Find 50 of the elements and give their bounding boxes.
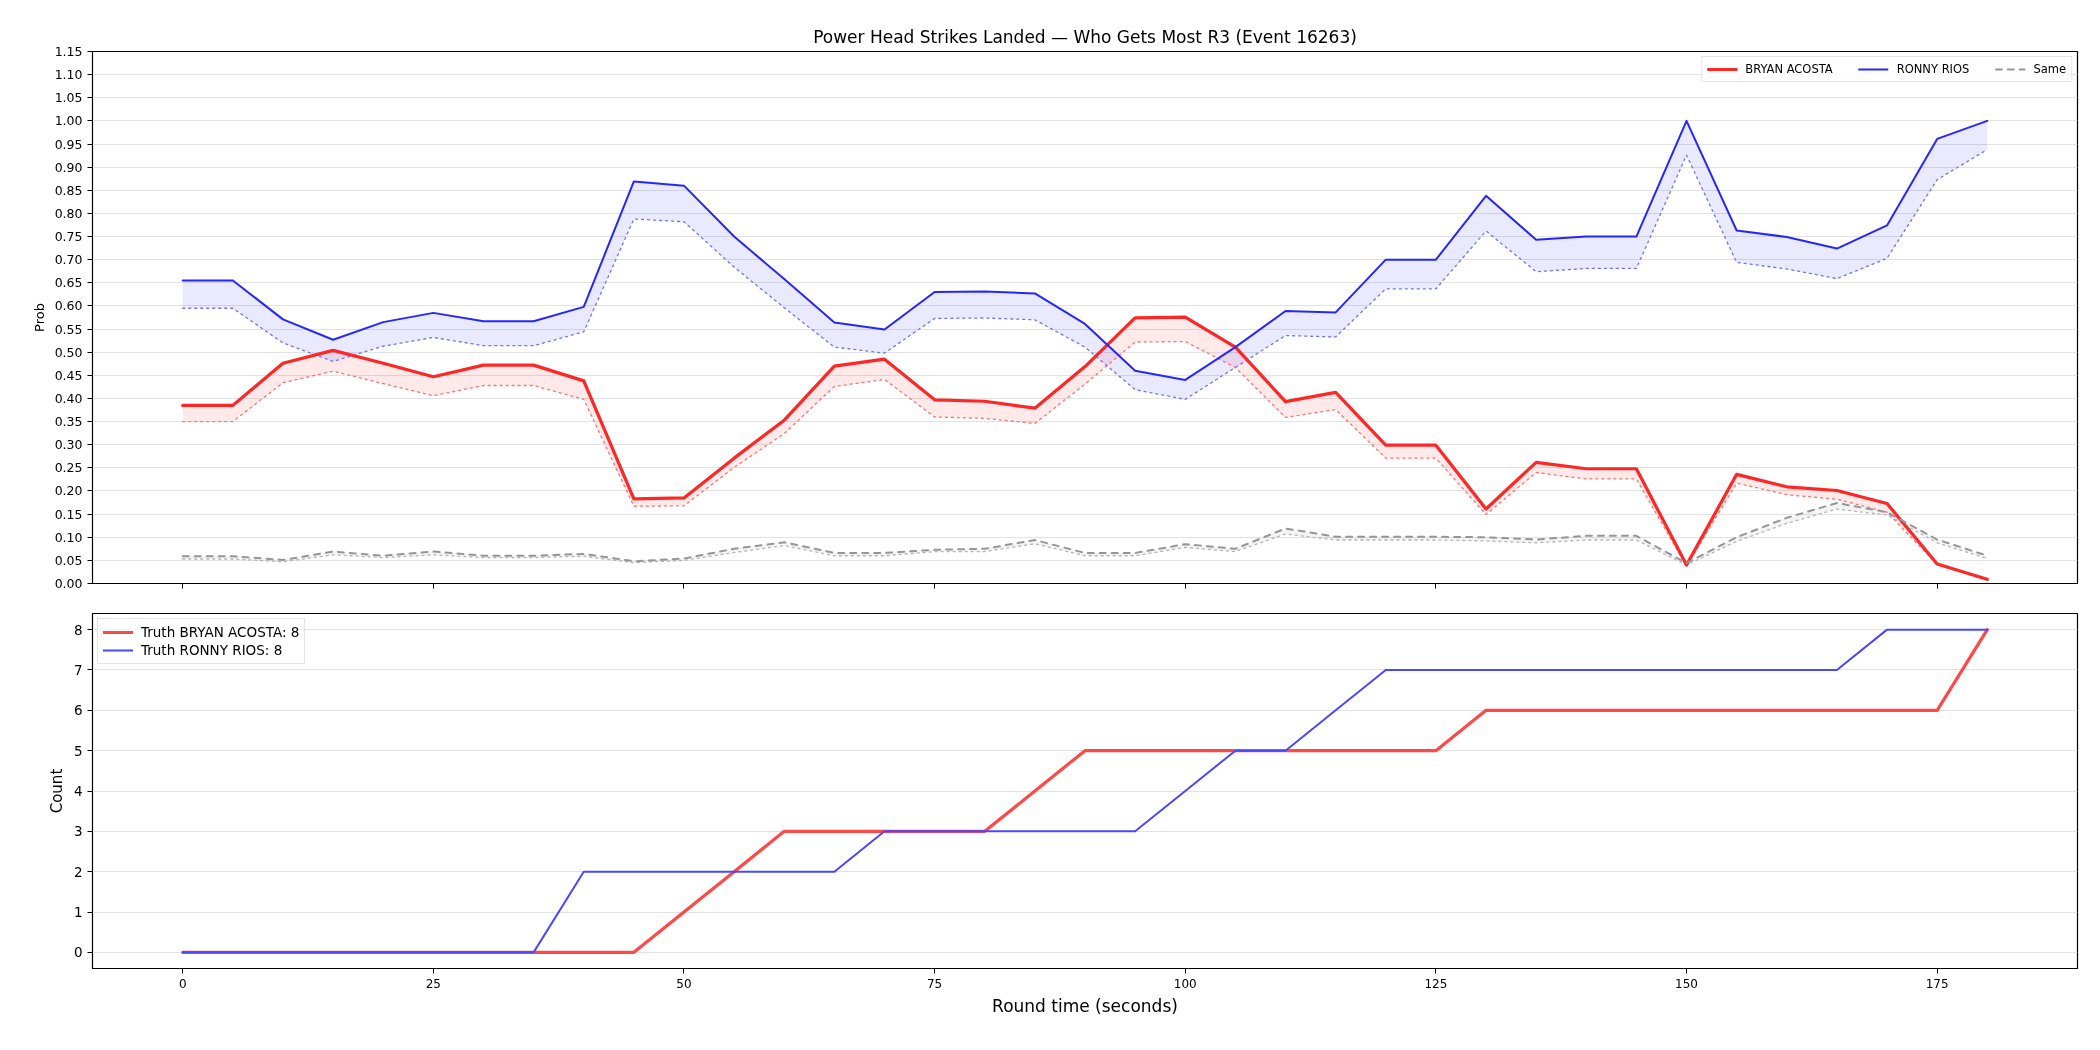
- x-tick-label: 100: [1173, 976, 1197, 991]
- y-tick-label: 0.55: [54, 321, 83, 337]
- y-tick-label: 0.30: [54, 437, 83, 453]
- y-tick-label: 0.40: [54, 390, 83, 406]
- x-tick-label: 125: [1424, 976, 1448, 991]
- x-tick-label: 150: [1675, 976, 1698, 991]
- y-tick-label: 0.10: [54, 529, 83, 545]
- y-tick-label: 0.65: [54, 275, 83, 291]
- y-tick-label: 7: [73, 661, 83, 678]
- y-tick-label: 0.00: [54, 576, 83, 591]
- y-tick-label: 5: [73, 742, 83, 759]
- y-tick-label: 1: [73, 904, 83, 921]
- y-tick-label: 1.10: [54, 67, 83, 83]
- y-tick-label: 0: [73, 944, 83, 961]
- x-axis-title: Round time (seconds): [992, 995, 1178, 1016]
- y-tick-label: 0.85: [54, 182, 83, 198]
- y-tick-label: 0.95: [54, 136, 83, 152]
- legend-label: BRYAN ACOSTA: [1745, 62, 1833, 76]
- y-tick-label: 0.60: [54, 298, 83, 314]
- legend-label: RONNY RIOS: [1896, 62, 1970, 76]
- chart-title: Power Head Strikes Landed — Who Gets Most R3 (Event 16263): [813, 26, 1357, 47]
- y-tick-label: 2: [73, 863, 83, 880]
- y-tick-label: 1.15: [54, 44, 83, 59]
- y-tick-label: 0.75: [54, 229, 83, 245]
- y-tick-label: 0.45: [54, 367, 83, 383]
- x-tick-label: 175: [1925, 976, 1949, 991]
- legend-label: Same: [2033, 62, 2066, 76]
- y-axis-title: Count: [47, 768, 66, 814]
- y-tick-label: 0.80: [54, 205, 83, 221]
- y-tick-label: 6: [73, 702, 83, 719]
- y-tick-label: 1.05: [54, 90, 83, 106]
- legend-label: Truth BRYAN ACOSTA: 8: [141, 624, 300, 640]
- y-tick-label: 0.70: [54, 252, 83, 268]
- y-tick-label: 0.20: [54, 483, 83, 499]
- y-axis-title: Prob: [31, 303, 47, 332]
- x-tick-label: 75: [926, 976, 943, 991]
- y-tick-label: 1.00: [54, 113, 83, 129]
- y-tick-label: 0.50: [54, 344, 83, 360]
- y-tick-label: 0.90: [54, 159, 83, 175]
- y-tick-label: 8: [73, 621, 83, 638]
- legend-label: Truth RONNY RIOS: 8: [141, 642, 283, 658]
- x-tick-label: 0: [178, 976, 187, 991]
- y-tick-label: 0.15: [54, 506, 83, 522]
- x-tick-label: 50: [676, 976, 692, 991]
- y-tick-label: 0.05: [54, 552, 83, 568]
- y-tick-label: 0.25: [54, 460, 83, 476]
- y-tick-label: 3: [73, 823, 83, 840]
- y-tick-label: 4: [73, 783, 83, 799]
- x-tick-label: 25: [425, 976, 442, 991]
- y-tick-label: 0.35: [54, 414, 83, 430]
